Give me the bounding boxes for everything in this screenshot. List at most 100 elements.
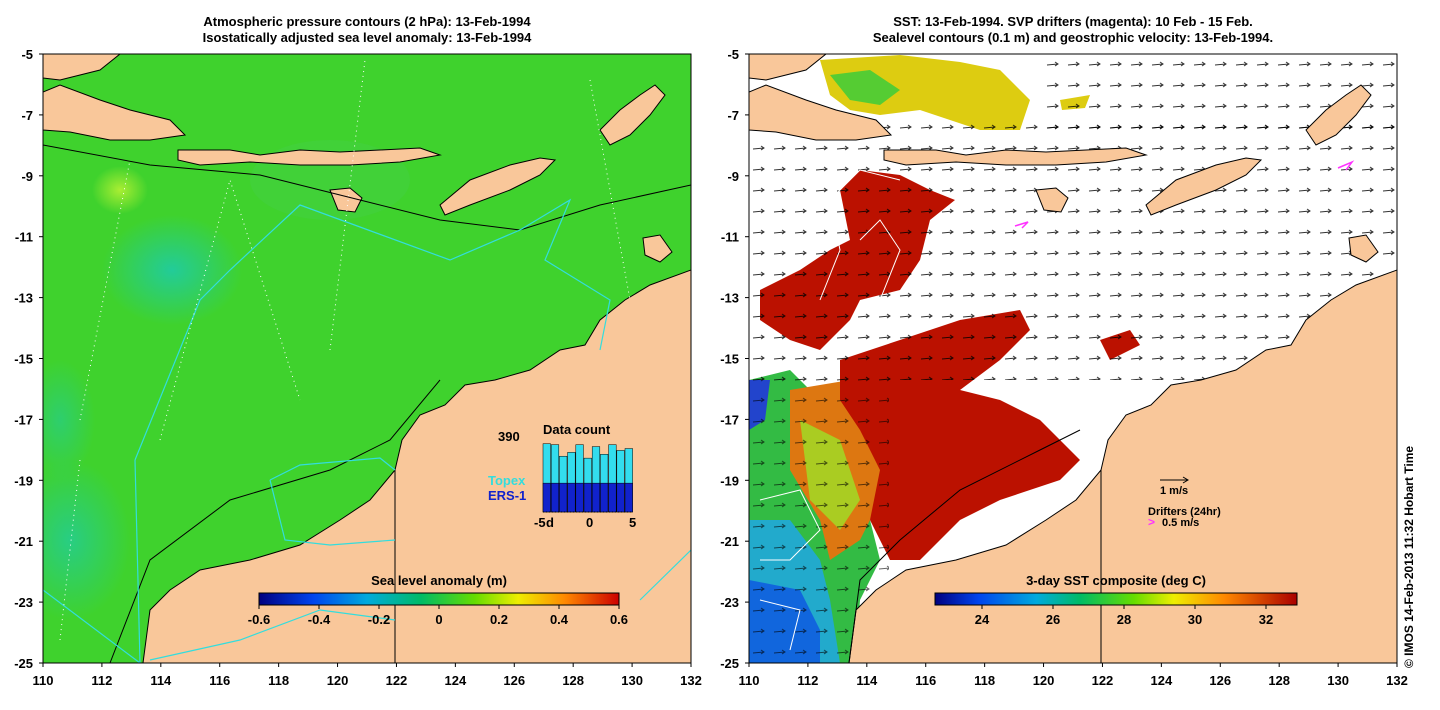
left-panel-x-tick: 130 bbox=[621, 673, 643, 688]
inset-ers-bar bbox=[583, 482, 592, 513]
left-y-axis: -5 -7 -9 -11 -13 -15 -17 -19 -21 -23 -25 bbox=[14, 47, 43, 671]
java-bali-land bbox=[43, 84, 187, 141]
left-title-line2: Isostatically adjusted sea level anomaly… bbox=[202, 30, 532, 45]
right-panel-y-tick: -19 bbox=[720, 473, 739, 488]
left-panel-y-tick: -23 bbox=[14, 595, 33, 610]
drifter-scale-symbol: > bbox=[1148, 515, 1155, 529]
right-panel-x-tick: 126 bbox=[1209, 673, 1231, 688]
ers-tracks bbox=[59, 59, 631, 641]
right-panel-x-tick: 122 bbox=[1092, 673, 1114, 688]
drifter-track-1 bbox=[1014, 221, 1029, 229]
right-panel-x-tick: 128 bbox=[1268, 673, 1290, 688]
copyright-note: © IMOS 14-Feb-2013 11:32 Hobart Time bbox=[1402, 445, 1416, 668]
right-panel-x-tick: 132 bbox=[1386, 673, 1408, 688]
right-panel-x-tick: 124 bbox=[1151, 673, 1173, 688]
drifter-scale-label: 0.5 m/s bbox=[1162, 517, 1199, 529]
left-panel-y-tick: -11 bbox=[15, 230, 33, 245]
sst-colorbar-tick: 32 bbox=[1259, 612, 1273, 627]
left-panel-y-tick: -21 bbox=[14, 534, 33, 549]
left-panel-x-tick: 114 bbox=[150, 673, 172, 688]
inset-max-label: 390 bbox=[498, 429, 520, 444]
inset-title: Data count bbox=[543, 422, 611, 437]
left-panel-y-tick: -25 bbox=[14, 656, 33, 671]
left-panel-x-tick: 122 bbox=[386, 673, 408, 688]
right-panel-x-tick: 130 bbox=[1327, 673, 1349, 688]
right-panel-x-tick: 114 bbox=[856, 673, 878, 688]
inset-ers-bar bbox=[575, 482, 584, 513]
left-x-axis: 110 112 114 116 118 120 122 124 126 128 130 132 bbox=[33, 663, 702, 688]
left-panel-y-tick: -9 bbox=[21, 169, 33, 184]
sst-colorbar-tick: 26 bbox=[1046, 612, 1060, 627]
left-panel-x-tick: 118 bbox=[268, 673, 289, 688]
data-count-inset: Data count 390 Topex ERS-1 -5 d 0 5 bbox=[488, 422, 636, 530]
inset-ers-bar bbox=[591, 482, 601, 513]
right-panel-y-tick: -17 bbox=[720, 412, 739, 427]
sla-colorbar-tick: 0 bbox=[435, 612, 442, 627]
timor-land bbox=[439, 157, 557, 216]
right-panel-x-tick: 118 bbox=[974, 673, 995, 688]
right-panel-y-tick: -23 bbox=[720, 595, 739, 610]
left-panel-x-tick: 112 bbox=[91, 673, 112, 688]
inset-ers-bar bbox=[567, 482, 576, 513]
left-title-line1: Atmospheric pressure contours (2 hPa): 1… bbox=[203, 14, 531, 29]
sla-colorbar-tick: 0.4 bbox=[550, 612, 569, 627]
left-map: Sea level anomaly (m) -0.6 -0.4 -0.2 0 0.2 0.… bbox=[14, 47, 702, 688]
right-panel-x-tick: 110 bbox=[739, 673, 760, 688]
right-panel-y-tick: -9 bbox=[727, 169, 739, 184]
inset-ers-bar bbox=[608, 482, 617, 513]
drifters-label: Drifters (24hr) bbox=[1148, 506, 1221, 518]
velocity-scale-label: 1 m/s bbox=[1160, 485, 1188, 497]
inset-ers-bar bbox=[559, 482, 568, 513]
left-panel-y-tick: -5 bbox=[21, 47, 33, 62]
sea-level-contours bbox=[759, 169, 901, 651]
sst-colorbar-tick: 28 bbox=[1117, 612, 1131, 627]
inset-ers-bar bbox=[542, 482, 551, 513]
left-panel-y-tick: -7 bbox=[21, 108, 33, 123]
inset-x-tick-d: d bbox=[546, 515, 554, 530]
left-panel-y-tick: -17 bbox=[14, 412, 33, 427]
right-title-line1: SST: 13-Feb-1994. SVP drifters (magenta)… bbox=[893, 14, 1253, 29]
sst-colorbar bbox=[934, 592, 1298, 606]
sla-colorbar-title: Sea level anomaly (m) bbox=[371, 573, 507, 588]
inset-x-tick-right: 5 bbox=[629, 515, 636, 530]
inset-x-tick-mid: 0 bbox=[586, 515, 593, 530]
inset-legend-ers: ERS-1 bbox=[488, 488, 526, 503]
right-panel-y-tick: -25 bbox=[720, 656, 739, 671]
left-panel-y-tick: -15 bbox=[14, 352, 33, 367]
inset-ers-bar bbox=[616, 482, 625, 513]
velocity-scale-arrow bbox=[1160, 476, 1189, 484]
left-panel-x-tick: 110 bbox=[33, 673, 54, 688]
right-y-axis: -5 -7 -9 -11 -13 -15 -17 -19 -21 -23 -25 bbox=[720, 47, 749, 671]
left-panel-x-tick: 132 bbox=[680, 673, 702, 688]
inset-legend-topex: Topex bbox=[488, 473, 526, 488]
right-map: 1 m/s Drifters (24hr) > 0.5 m/s 3-day SS… bbox=[720, 47, 1408, 688]
left-panel-x-tick: 116 bbox=[209, 673, 230, 688]
left-panel-y-tick: -19 bbox=[14, 473, 33, 488]
right-panel-y-tick: -5 bbox=[727, 47, 739, 62]
sla-colorbar-tick: 0.2 bbox=[490, 612, 508, 627]
sst-colorbar-tick: 30 bbox=[1188, 612, 1202, 627]
right-panel-y-tick: -21 bbox=[720, 534, 739, 549]
sst-colorbar-title: 3-day SST composite (deg C) bbox=[1026, 573, 1206, 588]
sla-colorbar-tick: -0.6 bbox=[248, 612, 270, 627]
topex-tracks bbox=[43, 198, 691, 663]
drifter-track-2 bbox=[1337, 160, 1355, 171]
left-panel-x-tick: 124 bbox=[445, 673, 467, 688]
sla-colorbar-tick: -0.4 bbox=[308, 612, 331, 627]
sst-colorbar-tick: 24 bbox=[975, 612, 990, 627]
right-x-axis: 110 112 114 116 118 120 122 124 126 128 130 132 bbox=[739, 663, 1408, 688]
left-panel-x-tick: 120 bbox=[327, 673, 349, 688]
sla-colorbar bbox=[258, 592, 620, 606]
right-panel-x-tick: 112 bbox=[797, 673, 818, 688]
australia-land-right bbox=[1100, 269, 1397, 663]
right-panel-y-tick: -13 bbox=[720, 291, 739, 306]
inset-ers-bar bbox=[550, 482, 560, 513]
right-panel-y-tick: -15 bbox=[720, 352, 739, 367]
inset-ers-bar bbox=[624, 482, 633, 513]
right-panel-y-tick: -11 bbox=[721, 230, 739, 245]
sla-colorbar-tick: -0.2 bbox=[368, 612, 390, 627]
left-panel-y-tick: -13 bbox=[14, 291, 33, 306]
lesser-sunda-land bbox=[177, 147, 442, 166]
sla-high-blob bbox=[92, 166, 148, 214]
